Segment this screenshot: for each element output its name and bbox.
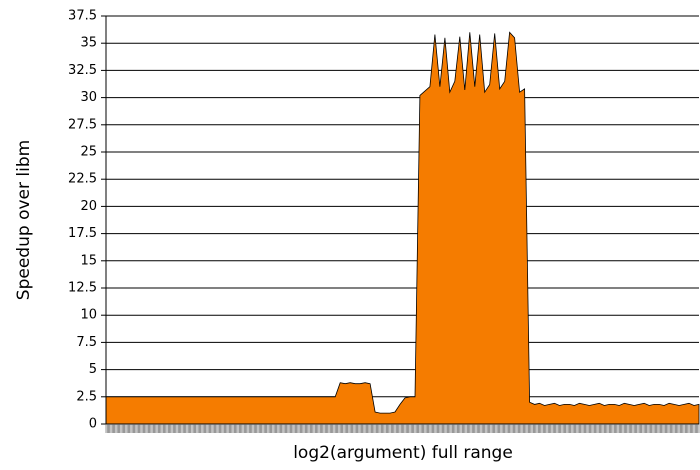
y-tick-label: 22.5 [68, 172, 97, 187]
y-tick-label: 32.5 [68, 63, 97, 78]
y-tick-label: 37.5 [68, 9, 97, 24]
area [105, 31, 700, 425]
y-tick-label: 0 [89, 417, 97, 432]
y-tick-label: 35 [80, 36, 97, 51]
y-tick-label: 7.5 [76, 335, 97, 350]
y-tick-label: 20 [80, 199, 97, 214]
y-tick-label: 30 [80, 90, 97, 105]
y-tick-label: 5 [89, 362, 97, 377]
y-tick-label: 27.5 [68, 117, 97, 132]
x-axis-title: log2(argument) full range [293, 443, 513, 463]
y-tick-label: 12.5 [68, 281, 97, 296]
y-axis-title: Speedup over libm [14, 140, 34, 300]
y-tick-label: 15 [80, 253, 97, 268]
y-tick-label: 17.5 [68, 226, 97, 241]
y-tick-label: 25 [80, 145, 97, 160]
y-tick-label: 2.5 [76, 389, 97, 404]
y-tick-label: 10 [80, 308, 97, 323]
